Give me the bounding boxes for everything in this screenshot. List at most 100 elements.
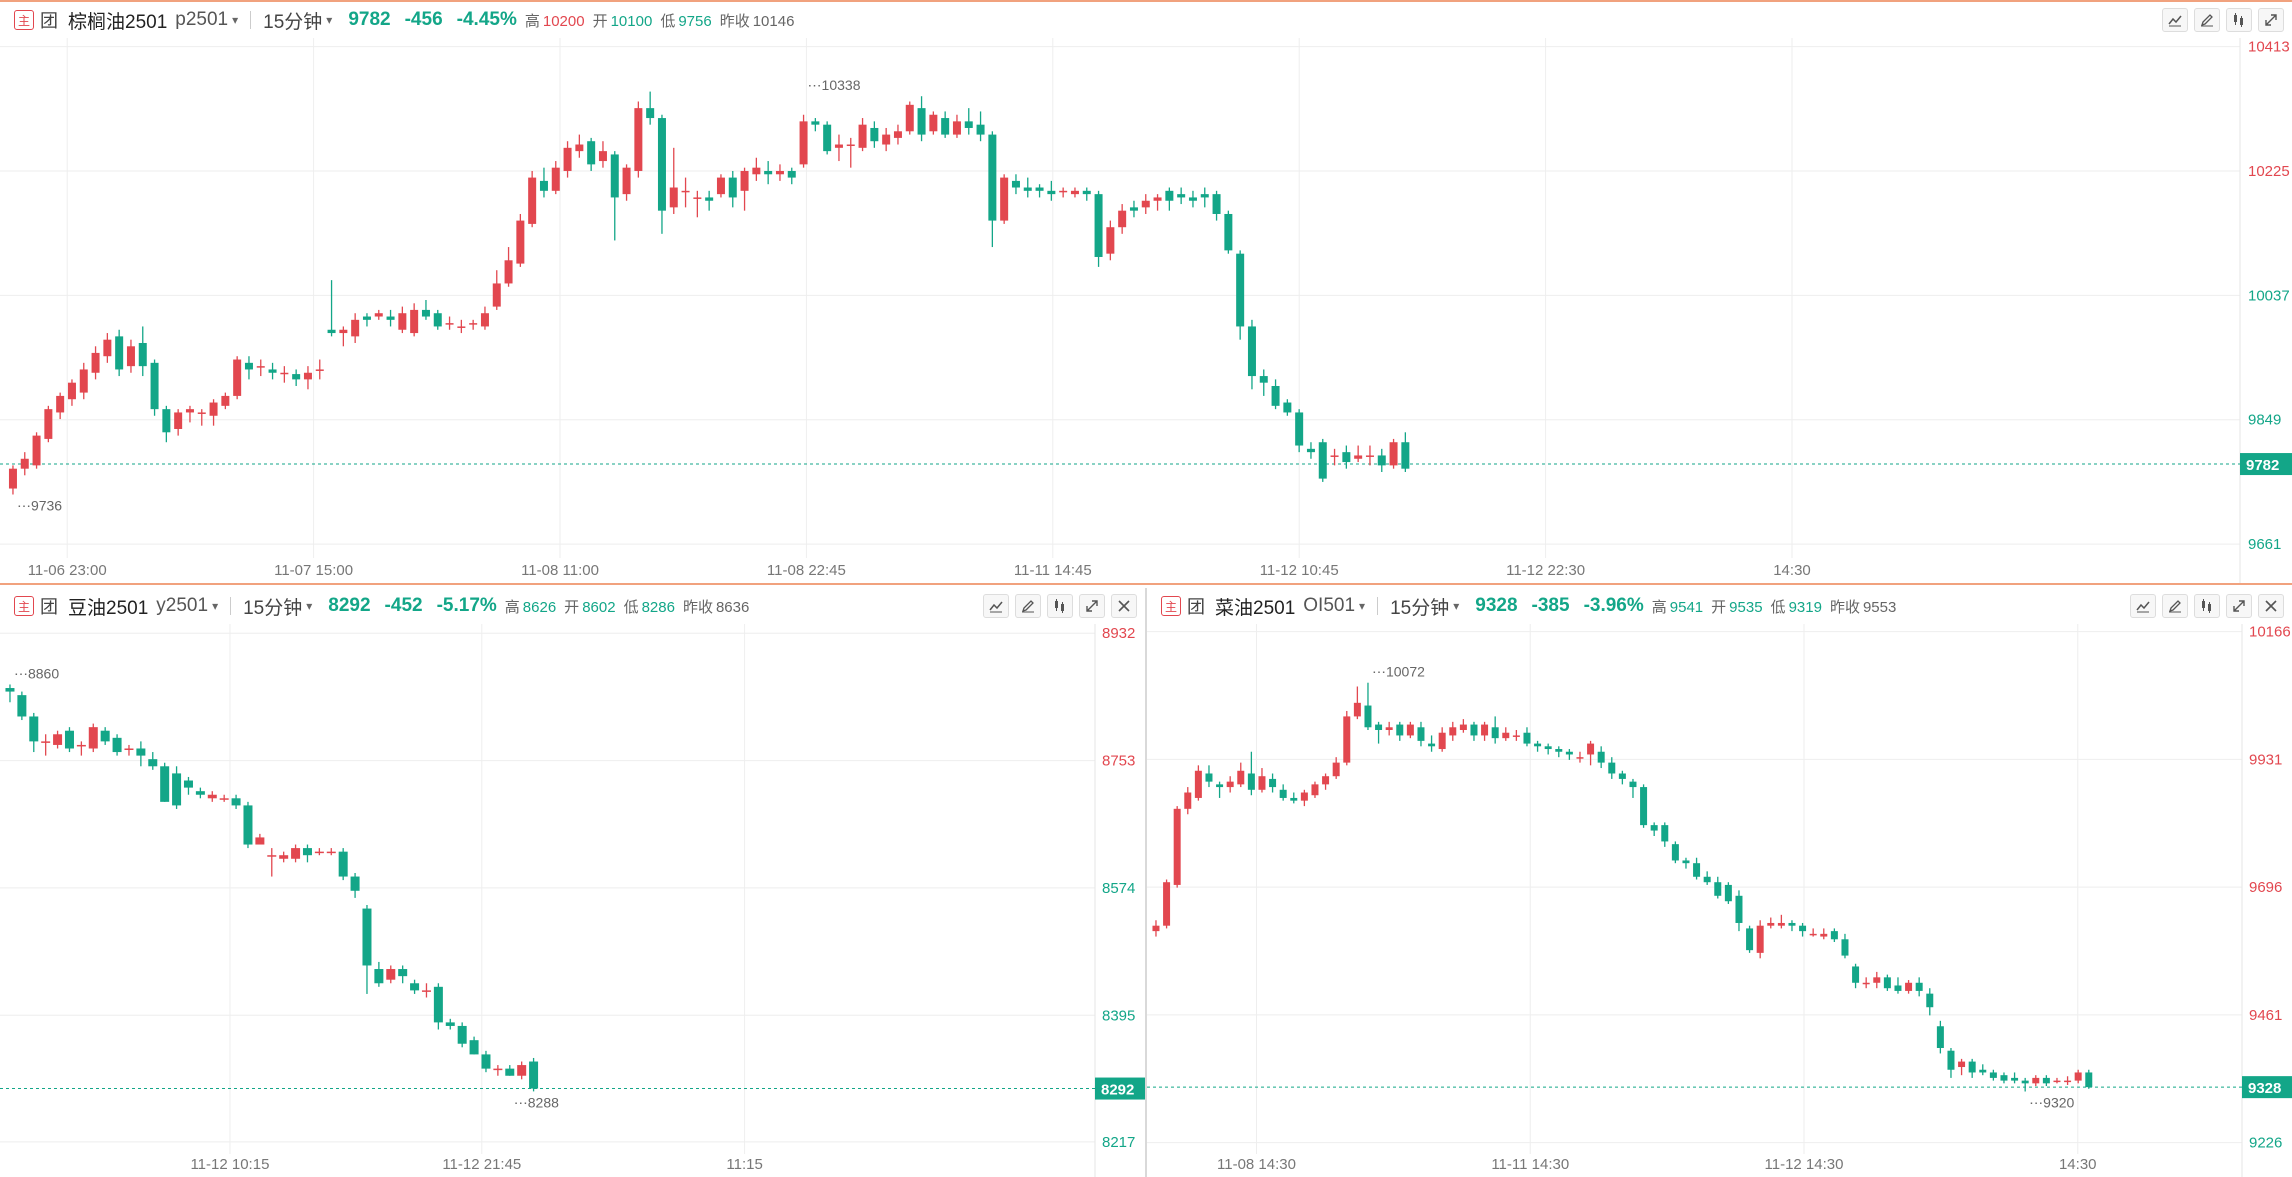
- candle: [1767, 917, 1775, 929]
- contract-dropdown-icon[interactable]: ▾: [212, 599, 219, 613]
- candle: [716, 174, 725, 198]
- candle: [1830, 928, 1838, 942]
- candle-body: [56, 395, 65, 413]
- price-change: -385: [1531, 595, 1570, 616]
- candle: [79, 362, 88, 400]
- period-select[interactable]: 15分钟: [1390, 597, 1450, 619]
- period-select[interactable]: 15分钟: [243, 597, 303, 619]
- last-price: 9782: [348, 9, 391, 30]
- indicator-button[interactable]: [2194, 594, 2220, 618]
- candle: [1216, 781, 1224, 798]
- candle: [32, 432, 41, 469]
- high-stat: 高 10200: [524, 12, 585, 30]
- draw-pen-button[interactable]: [1015, 594, 1041, 618]
- contract-name[interactable]: 豆油2501: [68, 597, 149, 619]
- period-dropdown-icon[interactable]: ▾: [326, 13, 333, 27]
- contract-name[interactable]: 菜油2501: [1215, 597, 1296, 619]
- candle: [1406, 721, 1414, 739]
- line-chart-button[interactable]: [2162, 8, 2188, 32]
- candle: [1389, 438, 1398, 469]
- candle: [279, 851, 289, 863]
- expand-button[interactable]: [1079, 594, 1105, 618]
- candle: [1777, 914, 1785, 929]
- contract-code[interactable]: OI501: [1303, 595, 1356, 616]
- candlestick-chart[interactable]: 10413 10225 10037 9849 9661 11-06 23:00 11-07 …: [0, 38, 2292, 583]
- expand-button[interactable]: [2258, 8, 2284, 32]
- candle-body: [2011, 1077, 2019, 1081]
- contract-name[interactable]: 棕榈油2501: [68, 11, 168, 33]
- candle-body: [2032, 1077, 2040, 1084]
- candle: [1512, 730, 1520, 741]
- candle-body: [1258, 776, 1266, 790]
- candle-body: [598, 151, 607, 162]
- candle: [350, 872, 360, 898]
- candle: [183, 776, 193, 795]
- candle: [693, 190, 702, 218]
- candle: [1756, 920, 1764, 959]
- candlestick-chart[interactable]: 10166 9931 9696 9461 9226 11-08 14:30 11-11 14…: [1147, 624, 2292, 1177]
- candle-body: [716, 177, 725, 195]
- candle: [1283, 399, 1292, 416]
- period-select[interactable]: 15分钟: [263, 11, 323, 33]
- close-button[interactable]: [2258, 594, 2284, 618]
- candle-body: [469, 1040, 479, 1055]
- candle-body: [1290, 797, 1298, 801]
- candle-body: [76, 744, 86, 747]
- contract-dropdown-icon[interactable]: ▾: [1359, 599, 1366, 613]
- indicator-button[interactable]: [2226, 8, 2252, 32]
- price-change: -456: [404, 9, 443, 30]
- x-tick-label: 11-12 14:30: [1765, 1156, 1844, 1173]
- candle: [1449, 721, 1457, 741]
- x-tick-label: 14:30: [1773, 562, 1811, 579]
- chart-panel-palm-oil: 主 团 棕榈油2501 p2501 ▾ 15分钟 ▾ 9782 -456 -4.…: [0, 0, 2292, 585]
- candle: [410, 303, 419, 337]
- group-badge: 团: [40, 597, 58, 617]
- indicator-button[interactable]: [1047, 594, 1073, 618]
- candle-body: [646, 108, 655, 119]
- draw-pen-button[interactable]: [2194, 8, 2220, 32]
- candle-body: [693, 197, 702, 199]
- candle: [280, 366, 289, 383]
- candle-body: [1788, 922, 1796, 926]
- candle: [17, 691, 27, 721]
- candle: [1735, 890, 1743, 932]
- candle: [302, 844, 312, 863]
- close-button[interactable]: [1111, 594, 1137, 618]
- x-tick-label: 11-12 21:45: [442, 1156, 521, 1173]
- high-marker-label: ⋯10338: [808, 77, 861, 93]
- candle-body: [1597, 751, 1605, 763]
- high-marker-label: ⋯10072: [1372, 664, 1425, 680]
- candle: [575, 134, 584, 158]
- candle-body: [681, 190, 690, 193]
- candle-body: [1926, 993, 1934, 1008]
- line-chart-button[interactable]: [2130, 594, 2156, 618]
- draw-pen-button[interactable]: [2162, 594, 2188, 618]
- candle: [150, 359, 159, 416]
- candlestick-chart[interactable]: 8932 8753 8574 8395 8217 11-12 10:15 11-12 21:…: [0, 624, 1145, 1177]
- candle: [351, 313, 360, 343]
- candle: [787, 167, 796, 185]
- expand-button[interactable]: [2226, 594, 2252, 618]
- candle-body: [505, 1068, 515, 1076]
- candle-body: [233, 359, 242, 396]
- candle-body: [183, 780, 193, 788]
- line-chart-button[interactable]: [983, 594, 1009, 618]
- candle: [162, 405, 171, 443]
- candle-body: [302, 848, 312, 856]
- line-chart-icon: [2136, 601, 2150, 613]
- contract-dropdown-icon[interactable]: ▾: [232, 13, 239, 27]
- contract-code[interactable]: p2501: [175, 9, 229, 30]
- candle-body: [1023, 187, 1032, 191]
- candle-body: [1247, 773, 1255, 790]
- candle-body: [1094, 194, 1103, 257]
- candle-body: [1342, 452, 1351, 463]
- panel-splitter[interactable]: [1145, 588, 1147, 1177]
- candle-body: [1226, 781, 1234, 788]
- price-change-percent: -3.96%: [1583, 595, 1644, 616]
- contract-code[interactable]: y2501: [156, 595, 209, 616]
- candle: [1746, 925, 1754, 953]
- candle-body: [1247, 326, 1256, 377]
- period-dropdown-icon[interactable]: ▾: [306, 599, 313, 613]
- period-dropdown-icon[interactable]: ▾: [1453, 599, 1460, 613]
- candle-body: [219, 798, 229, 800]
